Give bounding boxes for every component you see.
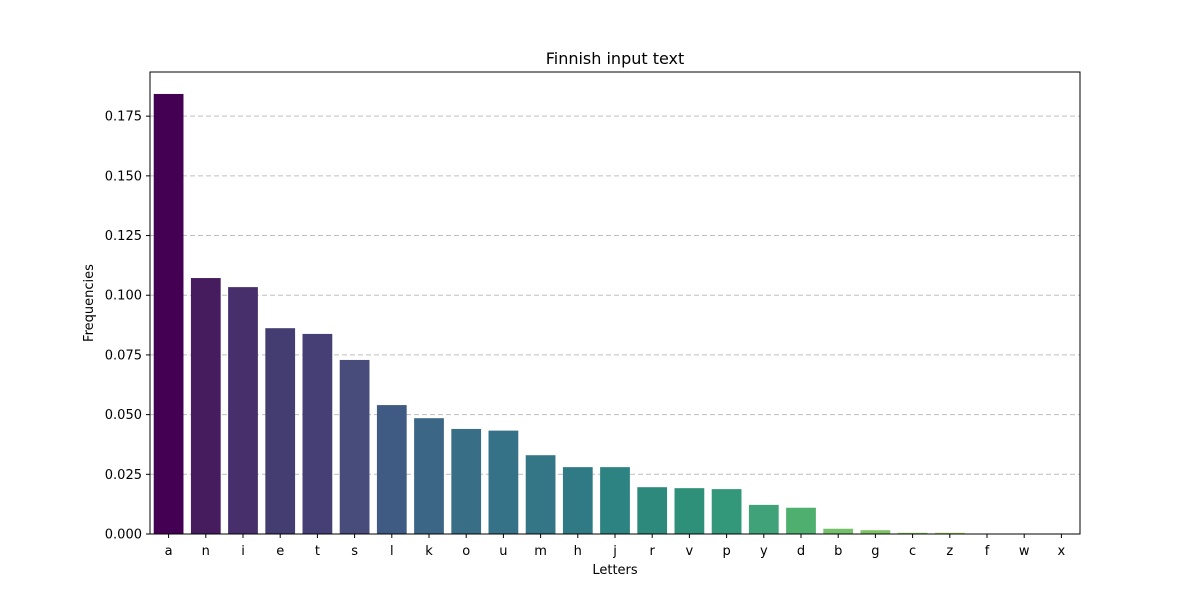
bar-z (934, 532, 965, 534)
x-tick-label: e (276, 544, 284, 559)
y-axis-label: Frequencies (82, 264, 97, 342)
x-tick-label: k (425, 544, 433, 559)
bar-o (451, 428, 482, 534)
y-tick-label: 0.025 (105, 468, 142, 483)
bar-v (674, 488, 705, 534)
bar-l (376, 405, 407, 534)
bar-h (562, 467, 593, 534)
x-axis-label: Letters (592, 563, 638, 578)
x-tick-label: o (462, 544, 470, 559)
x-tick-label: z (946, 544, 953, 559)
x-tick-label: p (722, 544, 730, 559)
chart-title: Finnish input text (546, 49, 685, 68)
y-tick-label: 0.050 (105, 408, 142, 423)
x-tick-label: c (909, 544, 916, 559)
x-tick-label: l (390, 544, 394, 559)
x-tick-label: n (202, 544, 210, 559)
bar-t (302, 333, 333, 534)
x-tick-label: a (165, 544, 173, 559)
x-tick-label: u (499, 544, 507, 559)
y-axis-ticks: 0.000 0.025 0.050 0.075 0.100 0.125 0.150 0.175 (105, 110, 150, 543)
x-tick-label: f (985, 544, 990, 559)
bar-s (339, 359, 370, 534)
bar-u (488, 430, 519, 534)
bar-a (153, 93, 184, 535)
bar-n (190, 278, 221, 534)
x-tick-label: t (315, 544, 320, 559)
x-tick-label: s (351, 544, 358, 559)
x-tick-label: j (612, 544, 617, 559)
bar-r (637, 487, 668, 534)
bar-c (897, 532, 928, 534)
x-tick-label: m (534, 544, 547, 559)
y-tick-label: 0.150 (105, 169, 142, 184)
bar-j (600, 467, 630, 534)
bar-e (265, 328, 296, 534)
bars (153, 93, 1077, 535)
y-tick-label: 0.075 (105, 348, 142, 363)
x-tick-label: v (686, 544, 694, 559)
x-tick-label: x (1058, 544, 1066, 559)
bar-d (786, 507, 816, 534)
x-tick-label: y (760, 544, 768, 559)
x-tick-label: g (871, 544, 879, 559)
bar-g (860, 530, 891, 534)
bar-m (525, 455, 556, 534)
x-tick-label: w (1019, 544, 1030, 559)
x-tick-label: d (797, 544, 805, 559)
x-tick-label: r (650, 544, 656, 559)
bar-b (823, 528, 854, 534)
bar-y (748, 504, 779, 534)
x-tick-label: b (834, 544, 842, 559)
bar-i (228, 287, 258, 534)
bar-k (414, 418, 444, 534)
y-tick-label: 0.125 (105, 229, 142, 244)
bar-p (711, 489, 742, 534)
y-tick-label: 0.000 (105, 528, 142, 543)
y-tick-label: 0.175 (105, 110, 142, 125)
x-tick-label: h (574, 544, 582, 559)
x-tick-label: i (241, 544, 245, 559)
y-tick-label: 0.100 (105, 289, 142, 304)
